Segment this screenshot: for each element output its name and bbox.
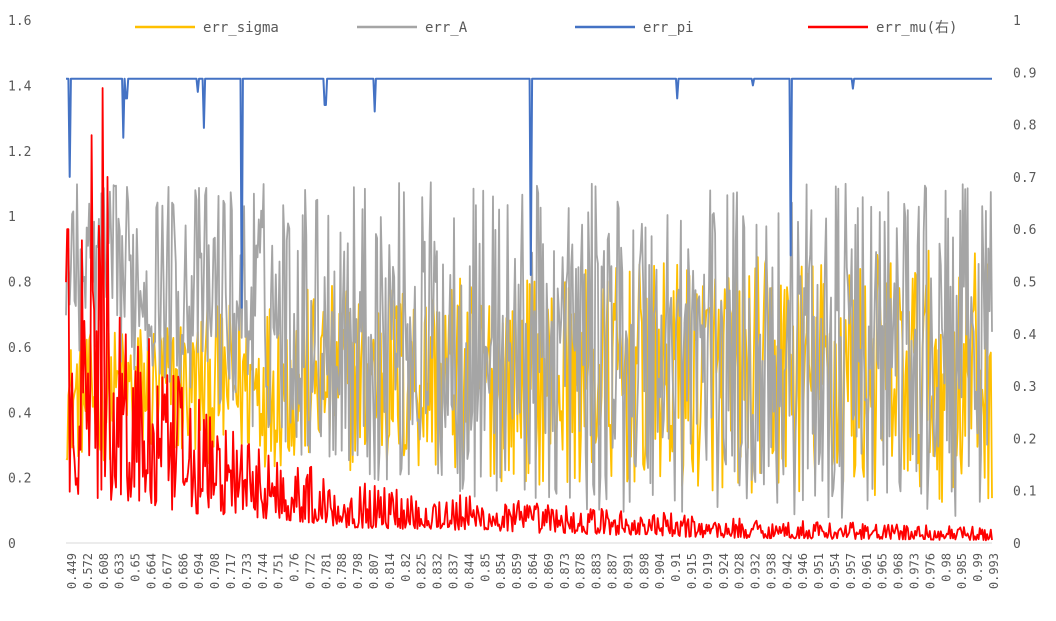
x-tick-label: 0.932 xyxy=(749,553,763,589)
x-tick-label: 0.968 xyxy=(892,553,906,589)
x-tick-label: 0.965 xyxy=(876,553,890,589)
x-tick-label: 0.837 xyxy=(447,553,461,589)
left-y-tick-label: 0.2 xyxy=(8,472,31,487)
x-tick-label: 0.65 xyxy=(129,553,143,582)
x-tick-label: 0.751 xyxy=(272,553,286,589)
x-tick-label: 0.938 xyxy=(764,553,778,589)
x-tick-label: 0.744 xyxy=(256,553,270,589)
x-tick-label: 0.993 xyxy=(987,553,1001,589)
right-y-tick-label: 0.5 xyxy=(1013,276,1036,291)
x-tick-label: 0.76 xyxy=(288,553,302,582)
x-tick-label: 0.928 xyxy=(733,553,747,589)
left-y-tick-label: 0.4 xyxy=(8,406,32,421)
x-tick-label: 0.942 xyxy=(780,553,794,589)
x-tick-label: 0.887 xyxy=(605,553,619,589)
x-tick-label: 0.957 xyxy=(844,553,858,589)
right-y-tick-label: 0.3 xyxy=(1013,380,1036,395)
series-layer xyxy=(65,77,993,542)
x-tick-label: 0.864 xyxy=(526,553,540,589)
right-y-tick-label: 0.7 xyxy=(1013,171,1036,186)
left-y-axis: 0 0.2 0.4 0.6 0.8 1 1.2 1.4 1.6 xyxy=(8,14,32,552)
right-y-tick-label: 0.1 xyxy=(1013,485,1036,500)
x-tick-label: 0.677 xyxy=(160,553,174,589)
right-y-tick-label: 0.8 xyxy=(1013,119,1036,134)
x-tick-label: 0.772 xyxy=(303,553,317,589)
left-y-tick-label: 0.6 xyxy=(8,341,31,356)
x-tick-label: 0.873 xyxy=(558,553,572,589)
x-tick-label: 0.91 xyxy=(669,553,683,582)
legend-label: err_pi xyxy=(643,20,694,36)
left-y-tick-label: 0 xyxy=(8,537,16,552)
x-tick-label: 0.85 xyxy=(478,553,492,582)
x-tick-label: 0.572 xyxy=(81,553,95,589)
right-y-tick-label: 0.2 xyxy=(1013,432,1036,447)
x-tick-label: 0.781 xyxy=(319,553,333,589)
x-tick-label: 0.869 xyxy=(542,553,556,589)
x-tick-label: 0.976 xyxy=(923,553,937,589)
x-tick-label: 0.915 xyxy=(685,553,699,589)
series-line xyxy=(65,87,993,542)
right-y-tick-label: 0.9 xyxy=(1013,66,1036,81)
x-tick-label: 0.98 xyxy=(939,553,953,582)
x-tick-label: 0.807 xyxy=(367,553,381,589)
x-tick-label: 0.825 xyxy=(415,553,429,589)
left-y-tick-label: 1.2 xyxy=(8,145,31,160)
x-tick-label: 0.946 xyxy=(796,553,810,589)
x-tick-label: 0.798 xyxy=(351,553,365,589)
left-y-tick-label: 1.4 xyxy=(8,79,32,94)
left-y-tick-label: 0.8 xyxy=(8,276,31,291)
x-tick-label: 0.832 xyxy=(431,553,445,589)
x-tick-label: 0.633 xyxy=(113,553,127,589)
right-y-tick-label: 0.6 xyxy=(1013,223,1036,238)
x-tick-label: 0.859 xyxy=(510,553,524,589)
x-tick-label: 0.919 xyxy=(701,553,715,589)
x-tick-label: 0.985 xyxy=(955,553,969,589)
x-tick-label: 0.82 xyxy=(399,553,413,582)
x-tick-label: 0.708 xyxy=(208,553,222,589)
x-tick-label: 0.717 xyxy=(224,553,238,589)
legend-label: err_sigma xyxy=(203,20,279,36)
legend: err_sigma err_A err_pi err_mu(右) xyxy=(135,20,957,36)
right-y-tick-label: 1 xyxy=(1013,14,1021,29)
x-tick-label: 0.951 xyxy=(812,553,826,589)
x-tick-label: 0.961 xyxy=(860,553,874,589)
x-tick-label: 0.664 xyxy=(144,553,158,589)
x-tick-label: 0.878 xyxy=(574,553,588,589)
right-y-tick-label: 0 xyxy=(1013,537,1021,552)
x-tick-label: 0.694 xyxy=(192,553,206,589)
right-y-tick-label: 0.4 xyxy=(1013,328,1037,343)
x-tick-label: 0.814 xyxy=(383,553,397,589)
x-tick-label: 0.973 xyxy=(908,553,922,589)
x-tick-label: 0.954 xyxy=(828,553,842,589)
x-tick-label: 0.788 xyxy=(335,553,349,589)
x-axis: 0.449 0.572 0.608 0.633 0.65 0.664 0.677 0.686 0… xyxy=(65,553,1001,589)
x-tick-label: 0.924 xyxy=(717,553,731,589)
x-tick-label: 0.686 xyxy=(176,553,190,589)
x-tick-label: 0.854 xyxy=(494,553,508,589)
x-tick-label: 0.898 xyxy=(637,553,651,589)
x-tick-label: 0.449 xyxy=(65,553,79,589)
x-tick-label: 0.844 xyxy=(462,553,476,589)
x-tick-label: 0.733 xyxy=(240,553,254,589)
series-line xyxy=(66,77,992,309)
legend-label: err_mu(右) xyxy=(876,20,957,36)
left-y-tick-label: 1.6 xyxy=(8,14,31,29)
x-tick-label: 0.99 xyxy=(971,553,985,582)
x-tick-label: 0.608 xyxy=(97,553,111,589)
x-tick-label: 0.904 xyxy=(653,553,667,589)
x-tick-label: 0.883 xyxy=(590,553,604,589)
left-y-tick-label: 1 xyxy=(8,210,16,225)
legend-label: err_A xyxy=(425,20,468,36)
right-y-axis: 0 0.1 0.2 0.3 0.4 0.5 0.6 0.7 0.8 0.9 1 xyxy=(1013,14,1037,552)
x-tick-label: 0.891 xyxy=(621,553,635,589)
series-line xyxy=(65,181,993,519)
